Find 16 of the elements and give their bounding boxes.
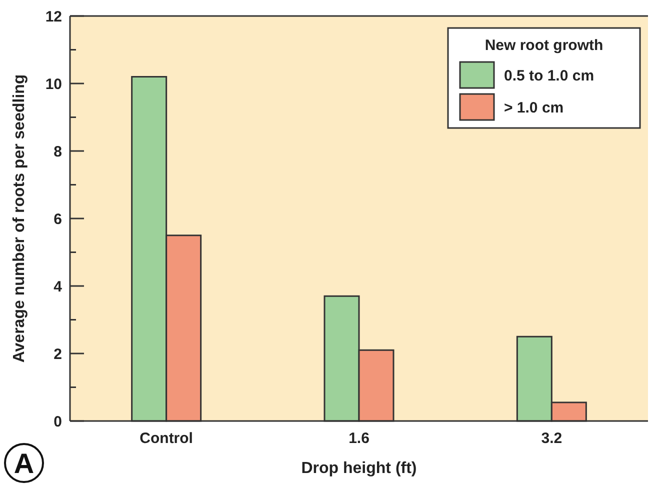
x-tick-label: Control (140, 430, 193, 447)
y-tick-label: 4 (54, 278, 63, 296)
y-tick-label: 2 (54, 346, 62, 363)
x-tick-label: 3.2 (541, 430, 562, 447)
legend-title: New root growth (484, 37, 604, 54)
legend-label: 0.5 to 1.0 cm (504, 67, 594, 84)
x-tick-label: 1.6 (348, 430, 370, 447)
legend-label: > 1.0 cm (504, 99, 564, 116)
y-tick-label: 12 (45, 8, 62, 26)
y-axis-title: Average number of roots per seedling (11, 74, 28, 363)
y-tick-label: 10 (45, 76, 62, 93)
text: A (14, 448, 34, 480)
y-tick-label: 8 (54, 143, 62, 160)
y-tick-label: 0 (54, 413, 62, 430)
y-tick-label: 6 (54, 210, 62, 228)
x-axis-title: Drop height (ft) (301, 460, 417, 477)
